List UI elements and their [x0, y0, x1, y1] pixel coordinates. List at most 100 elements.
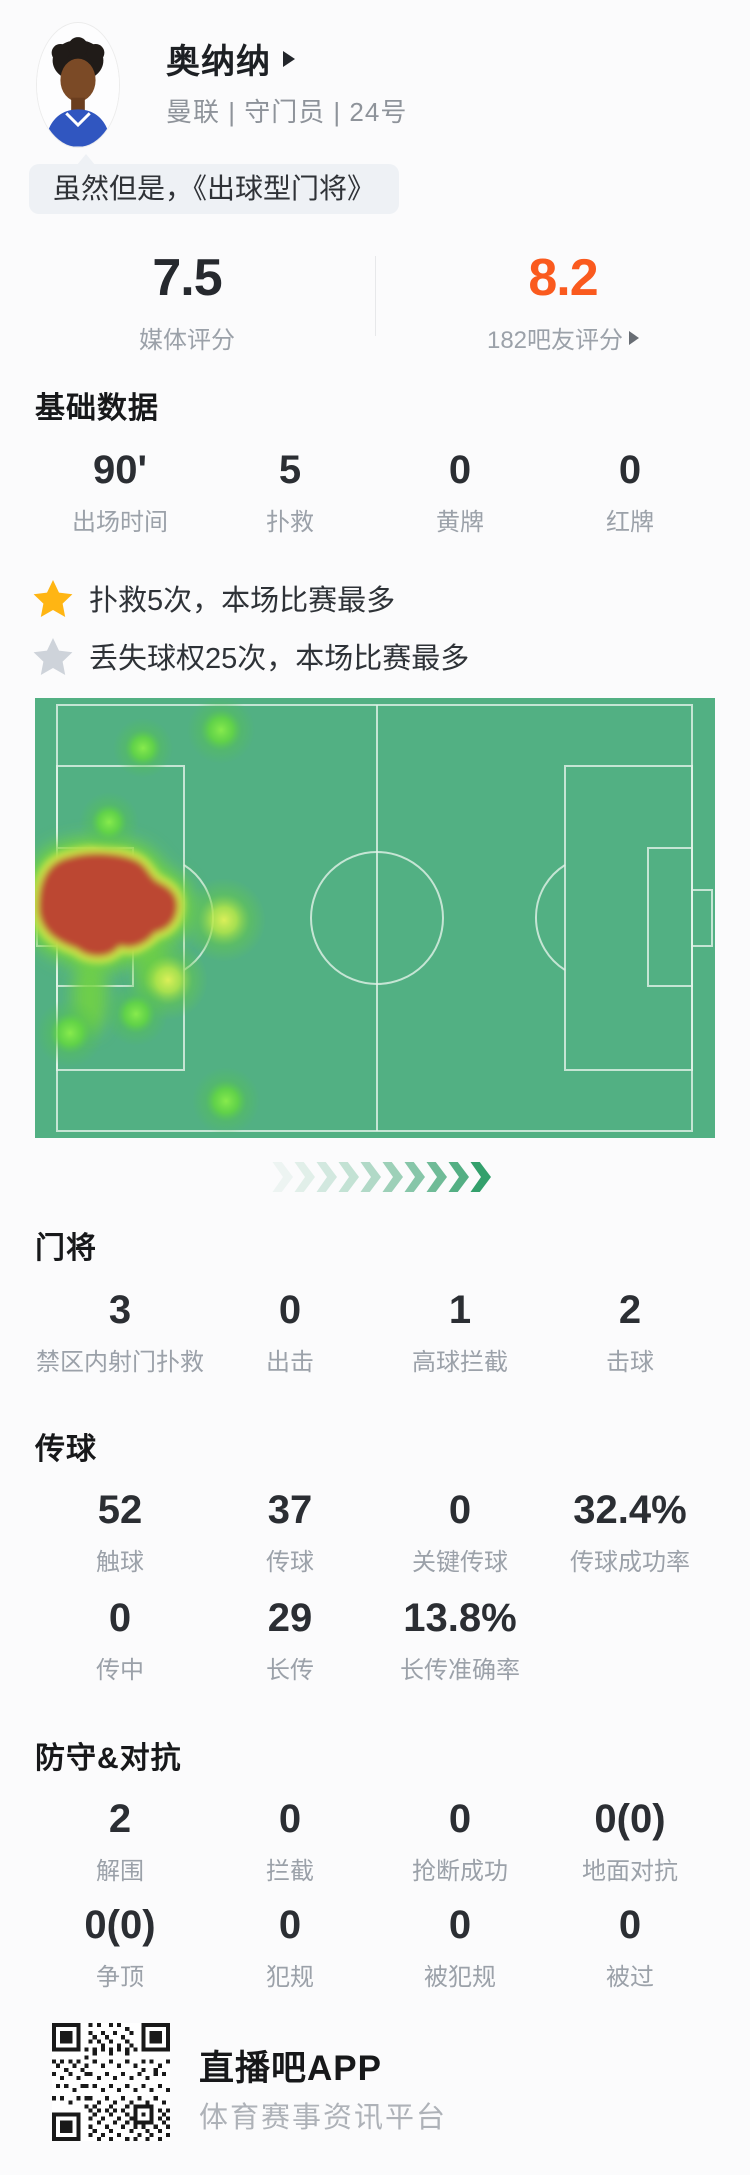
media-rating-label: 媒体评分	[139, 327, 235, 354]
stat-label: 关键传球	[412, 1549, 508, 1576]
media-rating-value: 7.5	[152, 249, 222, 307]
stat-pass-accuracy: 32.4% 传球成功率	[545, 1490, 715, 1577]
stat-label: 拦截	[266, 1858, 314, 1885]
chevron-icon	[470, 1162, 491, 1192]
stat-long-balls: 29 长传	[205, 1598, 375, 1685]
stat-empty-cell	[545, 1598, 715, 1685]
stat-red-cards: 0 红牌	[545, 450, 715, 537]
stat-label: 解围	[96, 1858, 144, 1885]
fan-rating-value: 8.2	[528, 249, 598, 307]
highlight-text: 扑救5次，本场比赛最多	[89, 585, 396, 617]
chevron-icon	[382, 1162, 403, 1192]
stat-label: 出击	[266, 1349, 314, 1376]
chevron-icon	[294, 1162, 315, 1192]
highlight-row: 扑救5次，本场比赛最多	[33, 577, 395, 619]
stat-aerial-duels: 0(0) 争顶	[35, 1905, 205, 1992]
player-name: 奥纳纳	[166, 43, 271, 81]
stat-value: 0	[278, 1903, 302, 1947]
team-position-line: 曼联 | 守门员 | 24号	[166, 97, 408, 127]
pitch-heatmap	[35, 698, 715, 1138]
player-avatar[interactable]	[36, 22, 120, 148]
stat-value: 90'	[92, 448, 147, 492]
chevron-right-icon	[629, 330, 640, 345]
stat-ground-duels: 0(0) 地面对抗	[545, 1799, 715, 1886]
chevron-icon	[426, 1162, 447, 1192]
stat-label: 触球	[96, 1549, 144, 1576]
stat-saves-in-box: 3 禁区内射门扑救	[35, 1290, 205, 1377]
stat-value: 0	[448, 1488, 472, 1532]
qr-code	[52, 2023, 170, 2141]
stat-crosses: 0 传中	[35, 1598, 205, 1685]
defense-stats-row-2: 0(0) 争顶 0 犯规 0 被犯规 0 被过	[35, 1905, 715, 1992]
chevron-separator	[268, 1162, 491, 1192]
chevron-right-icon	[283, 50, 295, 67]
stat-label: 争顶	[96, 1964, 144, 1991]
goalkeeper-stats-row: 3 禁区内射门扑救 0 出击 1 高球拦截 2 击球	[35, 1290, 715, 1377]
stat-label: 击球	[606, 1349, 654, 1376]
stat-label: 传球成功率	[570, 1549, 690, 1576]
app-name: 直播吧APP	[199, 2049, 382, 2088]
stat-fouls: 0 犯规	[205, 1905, 375, 1992]
chevron-icon	[338, 1162, 359, 1192]
stat-label: 传中	[96, 1657, 144, 1684]
stat-label: 传球	[266, 1549, 314, 1576]
stat-value: 0	[448, 1797, 472, 1841]
defense-stats-row-1: 2 解围 0 拦截 0 抢断成功 0(0) 地面对抗	[35, 1799, 715, 1886]
stat-dribbled-past: 0 被过	[545, 1905, 715, 1992]
stat-minutes: 90' 出场时间	[35, 450, 205, 537]
section-title-basic: 基础数据	[35, 392, 159, 425]
chevron-icon	[404, 1162, 425, 1192]
chevron-icon	[448, 1162, 469, 1192]
stat-value: 0	[108, 1596, 132, 1640]
stat-value: 0	[448, 1903, 472, 1947]
stat-value: 29	[267, 1596, 313, 1640]
stat-label: 长传准确率	[400, 1657, 520, 1684]
stat-punches: 2 击球	[545, 1290, 715, 1377]
stat-label: 犯规	[266, 1964, 314, 1991]
stat-key-passes: 0 关键传球	[375, 1490, 545, 1577]
stat-value: 0	[618, 1903, 642, 1947]
stat-value: 1	[448, 1288, 472, 1332]
stat-runs-out: 0 出击	[205, 1290, 375, 1377]
stat-passes: 37 传球	[205, 1490, 375, 1577]
gray-star-icon	[33, 638, 73, 675]
stat-value: 2	[618, 1288, 642, 1332]
player-name-row[interactable]: 奥纳纳	[166, 34, 295, 83]
stat-value: 2	[108, 1797, 132, 1841]
stat-value: 0	[278, 1288, 302, 1332]
stat-tackles-won: 0 抢断成功	[375, 1799, 545, 1886]
chevron-icon	[316, 1162, 337, 1192]
ratings-divider	[375, 256, 376, 336]
stat-value: 13.8%	[403, 1596, 517, 1640]
stat-value: 0	[448, 448, 472, 492]
chevron-icon	[360, 1162, 381, 1192]
stat-label: 出场时间	[72, 509, 168, 536]
highlight-text: 丢失球权25次，本场比赛最多	[89, 643, 470, 675]
chevron-icon	[272, 1162, 293, 1192]
section-title-defense: 防守&对抗	[35, 1742, 182, 1775]
stat-value: 0	[618, 448, 642, 492]
section-title-goalkeeper: 门将	[35, 1232, 97, 1265]
stat-value: 52	[97, 1488, 143, 1532]
stat-value: 0	[278, 1797, 302, 1841]
stat-label: 禁区内射门扑救	[36, 1349, 204, 1376]
stat-touches: 52 触球	[35, 1490, 205, 1577]
stat-long-ball-accuracy: 13.8% 长传准确率	[375, 1598, 545, 1685]
media-rating: 7.5 媒体评分	[0, 252, 374, 355]
stat-label: 长传	[266, 1657, 314, 1684]
stat-clearances: 2 解围	[35, 1799, 205, 1886]
stat-label: 抢断成功	[412, 1858, 508, 1885]
fan-rating-label: 182吧友评分	[486, 327, 624, 354]
stat-label: 扑救	[266, 509, 314, 536]
app-tagline: 体育赛事资讯平台	[199, 2102, 448, 2134]
stat-value: 37	[267, 1488, 313, 1532]
basic-stats-row: 90' 出场时间 5 扑救 0 黄牌 0 红牌	[35, 450, 715, 537]
stat-label: 被过	[606, 1964, 654, 1991]
stat-blocks: 0 拦截	[205, 1799, 375, 1886]
passing-stats-row-2: 0 传中 29 长传 13.8% 长传准确率	[35, 1598, 715, 1685]
stat-label: 红牌	[606, 509, 654, 536]
stat-fouled: 0 被犯规	[375, 1905, 545, 1992]
fan-rating[interactable]: 8.2 182吧友评分	[376, 252, 750, 355]
passing-stats-row-1: 52 触球 37 传球 0 关键传球 32.4% 传球成功率	[35, 1490, 715, 1577]
